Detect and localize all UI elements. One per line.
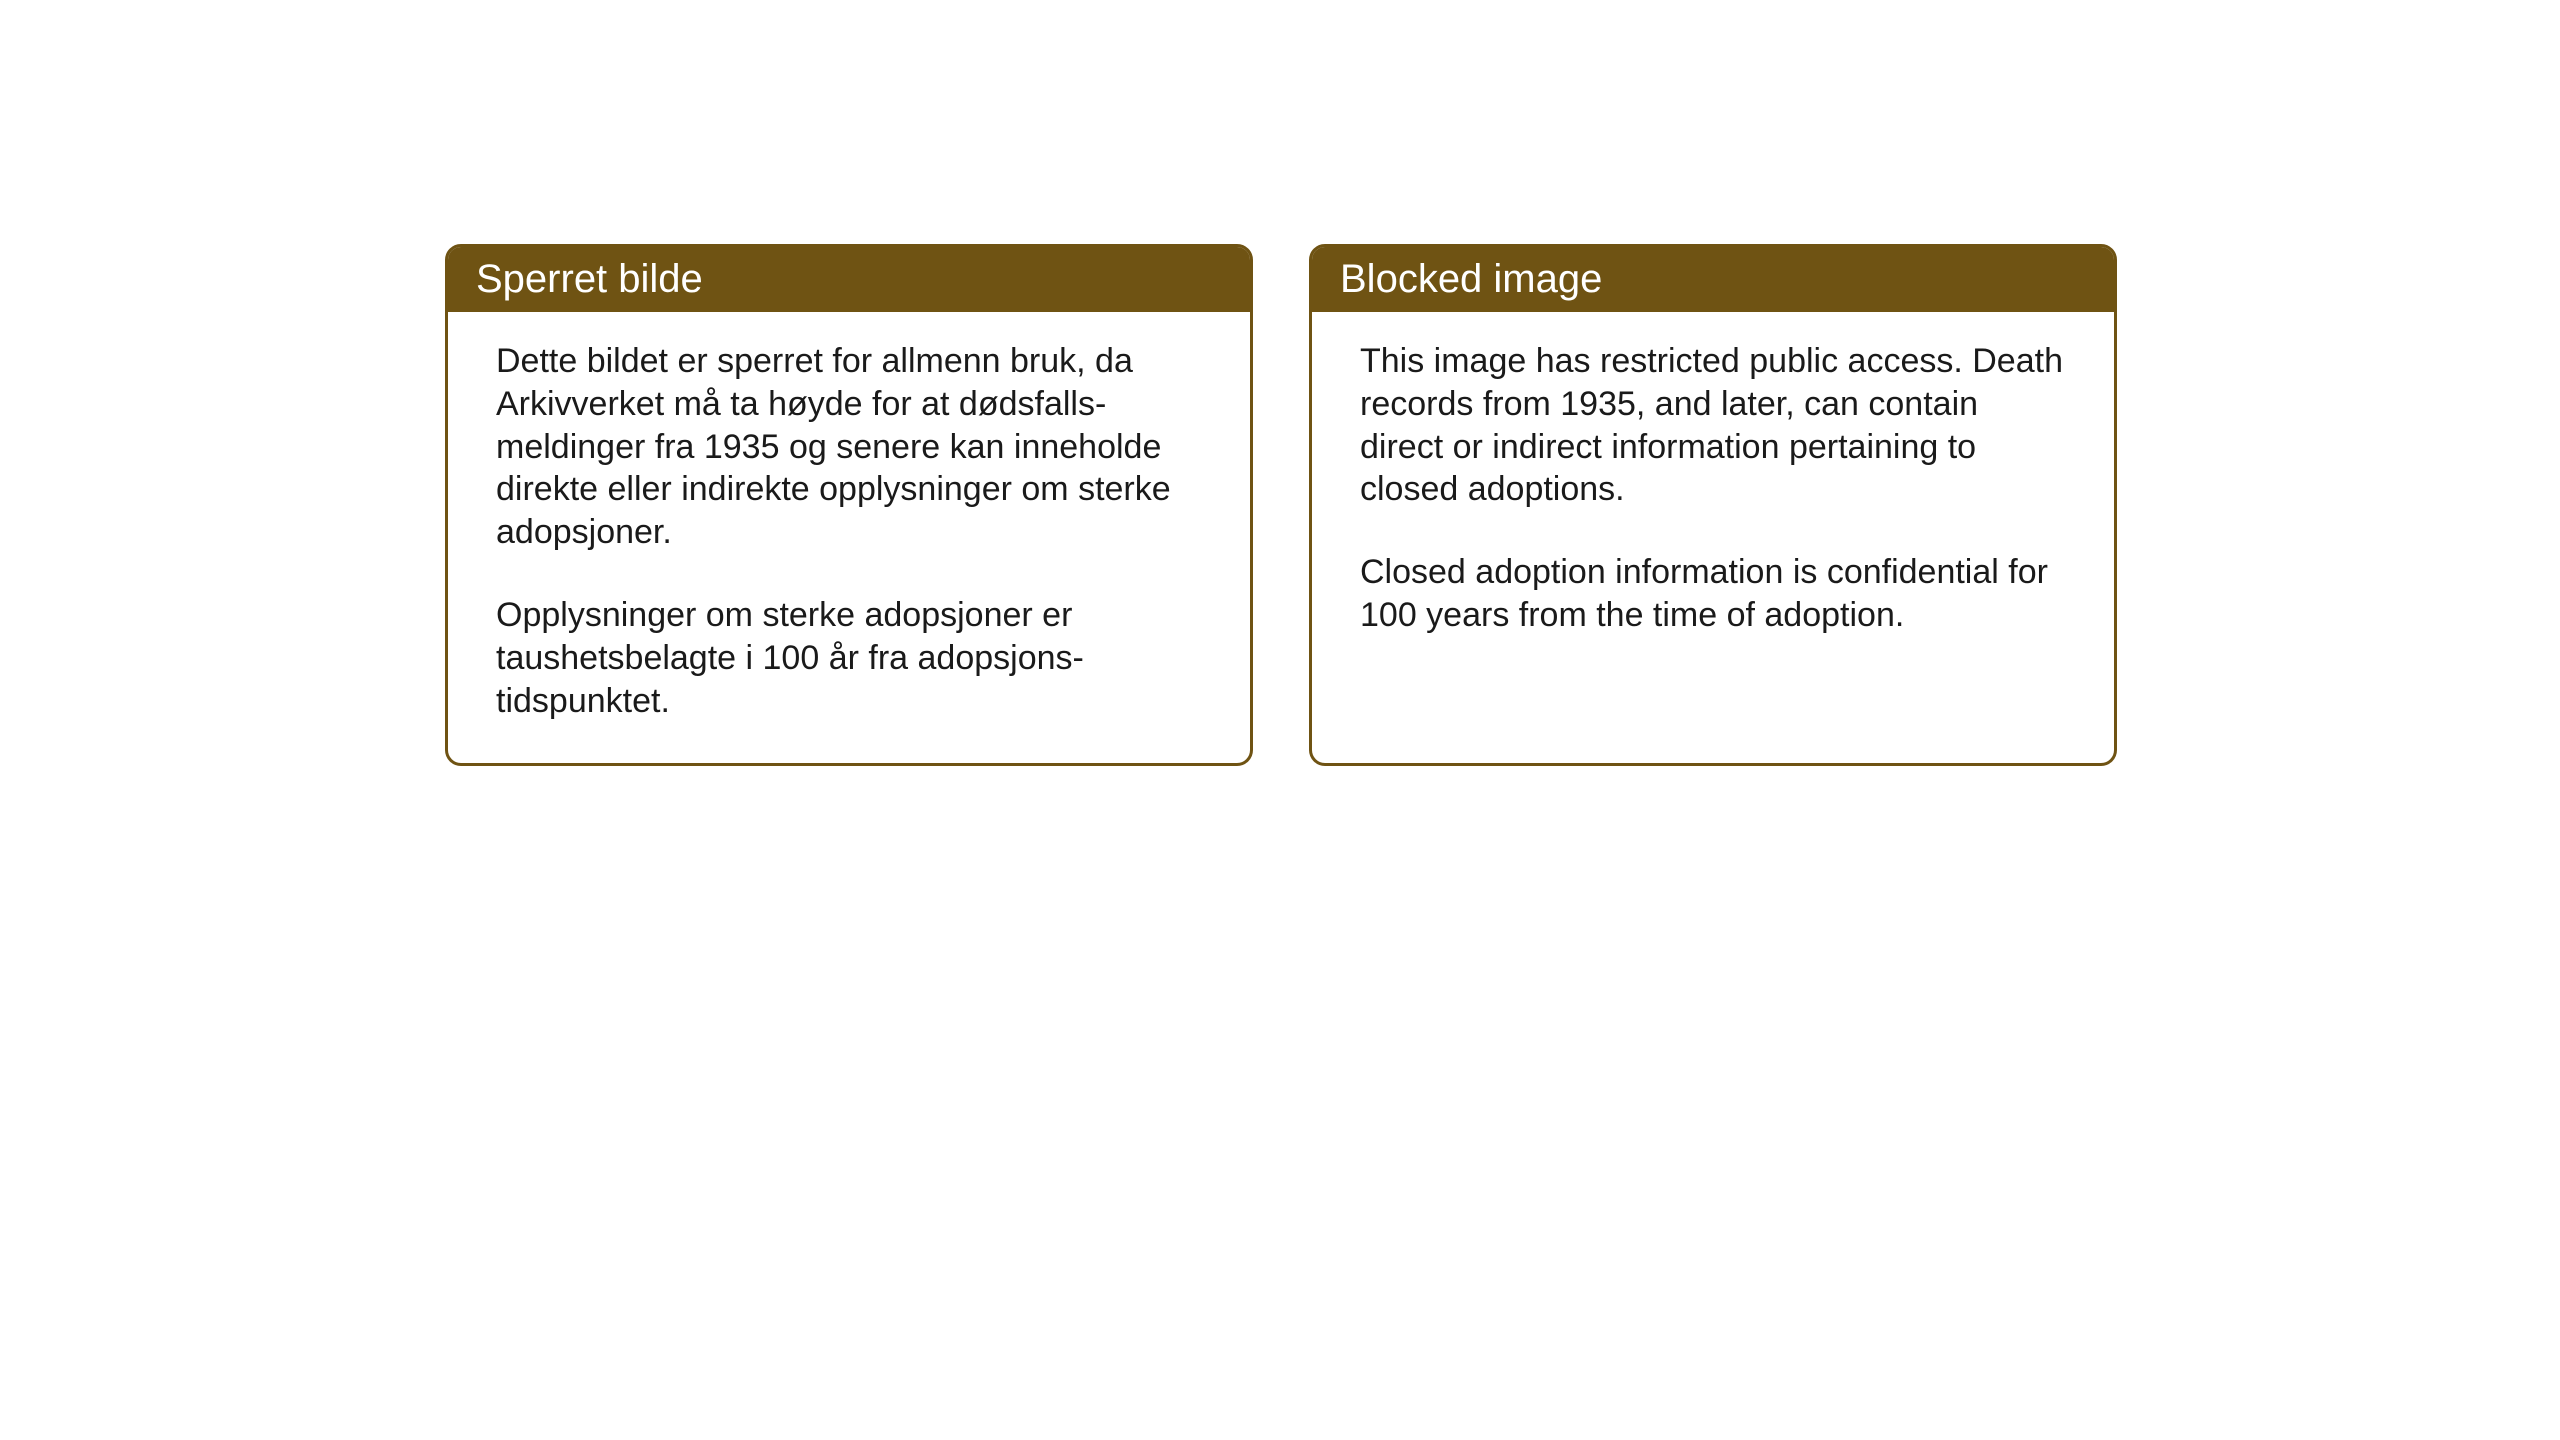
- english-notice-card: Blocked image This image has restricted …: [1309, 244, 2117, 766]
- english-card-body: This image has restricted public access.…: [1312, 312, 2114, 750]
- norwegian-card-body: Dette bildet er sperret for allmenn bruk…: [448, 312, 1250, 763]
- english-card-title: Blocked image: [1312, 247, 2114, 312]
- norwegian-paragraph-2: Opplysninger om sterke adopsjoner er tau…: [496, 594, 1202, 722]
- notice-cards-container: Sperret bilde Dette bildet er sperret fo…: [445, 244, 2117, 766]
- norwegian-paragraph-1: Dette bildet er sperret for allmenn bruk…: [496, 340, 1202, 554]
- english-paragraph-1: This image has restricted public access.…: [1360, 340, 2066, 511]
- norwegian-card-title: Sperret bilde: [448, 247, 1250, 312]
- norwegian-notice-card: Sperret bilde Dette bildet er sperret fo…: [445, 244, 1253, 766]
- english-paragraph-2: Closed adoption information is confident…: [1360, 551, 2066, 637]
